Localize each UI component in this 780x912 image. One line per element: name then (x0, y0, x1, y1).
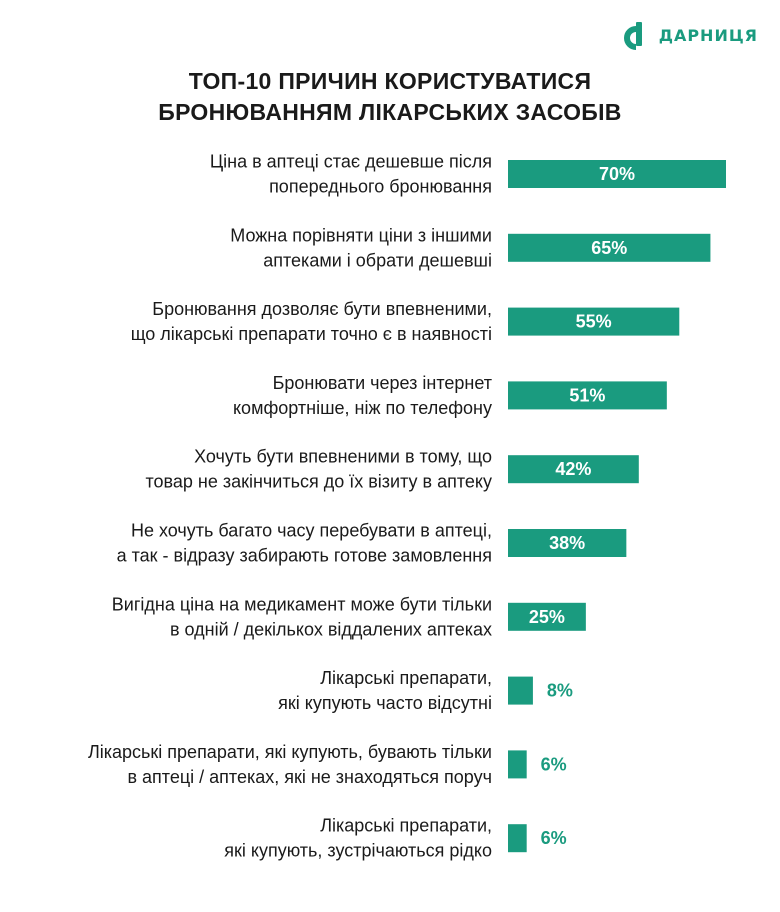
category-label: Можна порівняти ціни з іншими (230, 225, 492, 245)
brand-logo: ДАРНИЦЯ (621, 20, 758, 50)
bar (508, 750, 527, 779)
bar-row: Не хочуть багато часу перебувати в аптец… (117, 521, 627, 566)
category-label: які купують, зустрічаються рідко (224, 841, 492, 861)
category-label: Бронювання дозволяє бути впевненими, (152, 299, 492, 319)
bar (508, 602, 586, 631)
category-label: Хочуть бути впевненими в тому, що (194, 447, 492, 467)
darnytsia-logo-icon (623, 22, 642, 50)
bar (508, 824, 527, 853)
chart-title-line-2: БРОНЮВАННЯМ ЛІКАРСЬКИХ ЗАСОБІВ (158, 99, 622, 125)
bar (508, 307, 680, 336)
bar (508, 160, 726, 188)
bar (508, 233, 711, 262)
value-label: 65% (591, 238, 627, 258)
bar-row: Вигідна ціна на медикамент може бути тіл… (112, 594, 586, 639)
bar (508, 455, 639, 484)
category-label: Лікарські препарати, (320, 668, 492, 688)
value-label: 25% (529, 607, 565, 627)
bar (508, 529, 627, 557)
category-label: Лікарські препарати, які купують, бувают… (88, 742, 492, 762)
bar-row: Лікарські препарати, які купують, бувают… (88, 742, 567, 787)
value-label: 51% (569, 385, 605, 405)
category-label: комфортніше, ніж по телефону (233, 398, 492, 418)
bar-row: Можна порівняти ціни з іншими аптеками і … (230, 225, 711, 270)
category-label: аптеками і обрати дешевші (263, 250, 492, 270)
category-label: Лікарські препарати, (320, 816, 492, 836)
category-label: Не хочуть багато часу перебувати в аптец… (131, 521, 492, 541)
category-label: які купують часто відсутні (278, 693, 492, 713)
value-label: 70% (599, 164, 635, 184)
value-label: 38% (549, 533, 585, 553)
bar-row: Бронювання дозволяє бути впевненими, що л… (131, 299, 680, 344)
category-label: Ціна в аптеці стає дешевше після (210, 152, 492, 172)
bar-row: Лікарські препарати, які купують часто ві… (278, 668, 573, 713)
category-label: Бронювати через інтернет (273, 373, 492, 393)
value-label: 6% (541, 828, 567, 848)
value-label: 55% (576, 312, 612, 332)
bar-row: Хочуть бути впевненими в тому, що товар н… (145, 447, 639, 492)
value-label: 6% (541, 754, 567, 774)
bar (508, 676, 533, 705)
bar (508, 381, 667, 410)
category-label: а так - відразу забирають готове замовле… (117, 546, 492, 566)
category-label: що лікарські препарати точно є в наявнос… (131, 324, 492, 344)
bar-row: Бронювати через інтернет комфортніше, ніж… (233, 373, 667, 418)
category-label: попереднього бронювання (269, 177, 492, 197)
bar-row: Ціна в аптеці стає дешевше після попередн… (210, 152, 726, 197)
chart-title-line-1: ТОП-10 ПРИЧИН КОРИСТУВАТИСЯ (188, 68, 592, 94)
brand-name: ДАРНИЦЯ (658, 25, 758, 45)
value-label: 8% (547, 681, 573, 701)
category-label: товар не закінчиться до їх візиту в апте… (145, 472, 492, 492)
category-label: в одній / декількох віддалених аптеках (170, 619, 492, 639)
bar-row: Лікарські препарати, які купують, зустріч… (224, 816, 566, 861)
category-label: в аптеці / аптеках, які не знаходяться п… (127, 767, 492, 787)
chart-title: ТОП-10 ПРИЧИН КОРИСТУВАТИСЯ БРОНЮВАННЯМ … (0, 66, 780, 128)
category-label: Вигідна ціна на медикамент може бути тіл… (112, 594, 492, 614)
value-label: 42% (555, 459, 591, 479)
